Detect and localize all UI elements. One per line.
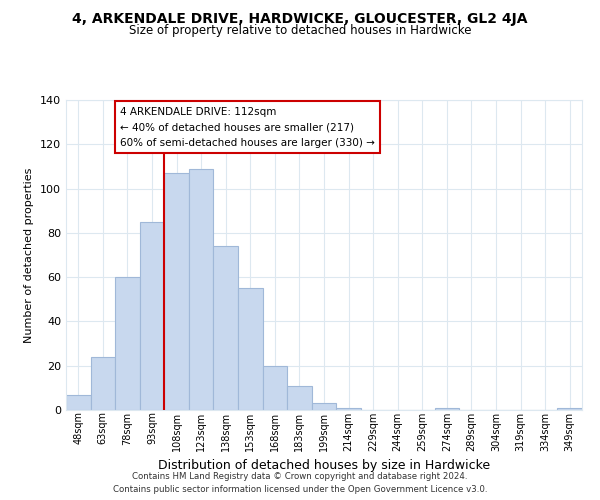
Bar (140, 222, 164, 410)
Bar (312, 404, 336, 410)
Bar (238, 288, 263, 410)
Bar (434, 408, 459, 410)
Y-axis label: Number of detached properties: Number of detached properties (25, 168, 34, 342)
Bar (115, 277, 140, 410)
Bar (557, 408, 582, 410)
X-axis label: Distribution of detached houses by size in Hardwicke: Distribution of detached houses by size … (158, 459, 490, 472)
Bar (287, 386, 312, 410)
Bar (66, 394, 91, 410)
Bar (263, 366, 287, 410)
Text: Contains HM Land Registry data © Crown copyright and database right 2024.
Contai: Contains HM Land Registry data © Crown c… (113, 472, 487, 494)
Bar (164, 173, 189, 410)
Bar (189, 168, 214, 410)
Text: 4 ARKENDALE DRIVE: 112sqm
← 40% of detached houses are smaller (217)
60% of semi: 4 ARKENDALE DRIVE: 112sqm ← 40% of detac… (120, 106, 375, 148)
Text: Size of property relative to detached houses in Hardwicke: Size of property relative to detached ho… (129, 24, 471, 37)
Text: 4, ARKENDALE DRIVE, HARDWICKE, GLOUCESTER, GL2 4JA: 4, ARKENDALE DRIVE, HARDWICKE, GLOUCESTE… (72, 12, 528, 26)
Bar (91, 357, 115, 410)
Bar (336, 408, 361, 410)
Bar (214, 246, 238, 410)
